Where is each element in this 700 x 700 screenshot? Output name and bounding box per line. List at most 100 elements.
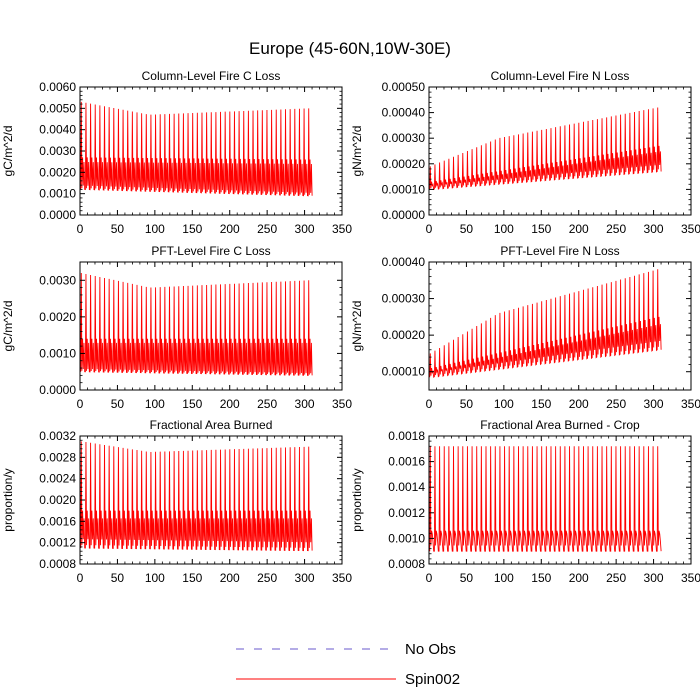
y-tick-label: 0.00030 <box>382 131 426 145</box>
plot-frame <box>79 261 343 391</box>
y-tick-label: 0.00040 <box>382 106 426 120</box>
chart-title: PFT-Level Fire N Loss <box>500 244 619 258</box>
x-tick-label: 350 <box>332 571 352 585</box>
x-tick-label: 100 <box>494 571 514 585</box>
chart-title: Column-Level Fire C Loss <box>142 69 281 83</box>
series-line-spin002 <box>80 441 313 552</box>
plot-frame <box>428 86 692 216</box>
series-line-spin002 <box>429 107 662 191</box>
x-tick-label: 300 <box>295 571 315 585</box>
y-tick-label: 0.0050 <box>39 101 76 115</box>
y-tick-label: 0.00010 <box>382 365 426 379</box>
x-tick-label: 0 <box>426 397 433 411</box>
plot-frame <box>428 435 692 565</box>
x-tick-label: 250 <box>606 397 626 411</box>
x-tick-label: 250 <box>606 222 626 236</box>
y-tick-label: 0.0010 <box>39 187 76 201</box>
x-tick-label: 50 <box>111 222 125 236</box>
x-tick-label: 350 <box>332 397 352 411</box>
x-tick-label: 200 <box>220 397 240 411</box>
x-tick-label: 350 <box>681 571 700 585</box>
x-tick-label: 300 <box>644 222 664 236</box>
x-tick-label: 150 <box>182 397 202 411</box>
x-tick-label: 200 <box>569 571 589 585</box>
legend-label: No Obs <box>405 641 456 658</box>
y-tick-label: 0.0020 <box>39 165 76 179</box>
x-tick-label: 0 <box>426 571 433 585</box>
y-tick-label: 0.0016 <box>388 455 425 469</box>
x-tick-label: 350 <box>681 222 700 236</box>
y-tick-label: 0.00030 <box>382 292 426 306</box>
y-tick-label: 0.0020 <box>39 493 76 507</box>
y-tick-label: 0.0040 <box>39 123 76 137</box>
x-tick-label: 0 <box>77 571 84 585</box>
series-line-spin002 <box>429 446 662 552</box>
chart-panel-5: 0 50 100 150 200 250 300 350 0.0008 0.0012 0.0016 0… <box>1 418 352 585</box>
y-tick-label: 0.0012 <box>388 506 425 520</box>
y-axis-label: gC/m^2/d <box>1 301 15 352</box>
x-tick-label: 150 <box>182 571 202 585</box>
y-tick-label: 0.00020 <box>382 328 426 342</box>
figure-title: Europe (45-60N,10W-30E) <box>249 39 451 58</box>
chart-panel-4: 0 50 100 150 200 250 300 350 0.00010 0.00020 0.000… <box>350 244 700 411</box>
y-tick-label: 0.00050 <box>382 80 426 94</box>
x-tick-label: 350 <box>332 222 352 236</box>
y-axis-label: proportion/y <box>350 468 364 531</box>
x-tick-label: 200 <box>569 397 589 411</box>
series-line-spin002 <box>429 269 662 379</box>
y-tick-label: 0.0032 <box>39 429 76 443</box>
chart-panel-6: 0 50 100 150 200 250 300 350 0.0008 0.0010 0.0012 0… <box>350 418 700 585</box>
y-axis-label: gC/m^2/d <box>1 126 15 177</box>
y-axis-label: gN/m^2/d <box>350 301 364 352</box>
x-tick-label: 150 <box>531 571 551 585</box>
x-tick-label: 50 <box>460 397 474 411</box>
x-tick-label: 150 <box>531 397 551 411</box>
plot-frame <box>428 261 692 391</box>
y-tick-label: 0.0010 <box>39 346 76 360</box>
y-tick-label: 0.0060 <box>39 80 76 94</box>
y-tick-label: 0.0010 <box>388 531 425 545</box>
y-tick-label: 0.0008 <box>388 557 425 571</box>
y-tick-label: 0.0030 <box>39 273 76 287</box>
x-tick-label: 100 <box>494 397 514 411</box>
y-tick-label: 0.00010 <box>382 182 426 196</box>
x-tick-label: 150 <box>182 222 202 236</box>
x-tick-label: 350 <box>681 397 700 411</box>
series-line-spin002 <box>80 101 313 197</box>
x-tick-label: 0 <box>77 222 84 236</box>
chart-panel-1: 0 50 100 150 200 250 300 350 0.0000 0.0010 0.0020 0… <box>1 69 352 236</box>
x-tick-label: 300 <box>295 397 315 411</box>
x-tick-label: 200 <box>220 222 240 236</box>
x-tick-label: 50 <box>111 571 125 585</box>
legend: No Obs Spin002 <box>236 641 460 688</box>
x-tick-label: 0 <box>77 397 84 411</box>
x-tick-label: 50 <box>111 397 125 411</box>
x-tick-label: 150 <box>531 222 551 236</box>
y-tick-label: 0.0016 <box>39 514 76 528</box>
y-tick-label: 0.0020 <box>39 310 76 324</box>
chart-panels: 0 50 100 150 200 250 300 350 0.0000 0.0010 0.0020 0… <box>1 69 700 585</box>
chart-title: Fractional Area Burned - Crop <box>480 418 640 432</box>
y-tick-label: 0.00000 <box>382 208 426 222</box>
x-tick-label: 250 <box>257 397 277 411</box>
y-tick-label: 0.0028 <box>39 450 76 464</box>
x-tick-label: 100 <box>494 222 514 236</box>
y-tick-label: 0.0000 <box>39 383 76 397</box>
y-axis-label: proportion/y <box>1 468 15 531</box>
series-line-spin002 <box>80 272 313 376</box>
y-tick-label: 0.00040 <box>382 255 426 269</box>
chart-title: Column-Level Fire N Loss <box>491 69 630 83</box>
y-tick-label: 0.0030 <box>39 144 76 158</box>
x-tick-label: 200 <box>220 571 240 585</box>
x-tick-label: 250 <box>606 571 626 585</box>
x-tick-label: 50 <box>460 571 474 585</box>
x-tick-label: 300 <box>644 571 664 585</box>
x-tick-label: 200 <box>569 222 589 236</box>
x-tick-label: 50 <box>460 222 474 236</box>
chart-title: Fractional Area Burned <box>150 418 273 432</box>
y-tick-label: 0.0000 <box>39 208 76 222</box>
x-tick-label: 100 <box>145 397 165 411</box>
x-tick-label: 250 <box>257 222 277 236</box>
y-tick-label: 0.0018 <box>388 429 425 443</box>
